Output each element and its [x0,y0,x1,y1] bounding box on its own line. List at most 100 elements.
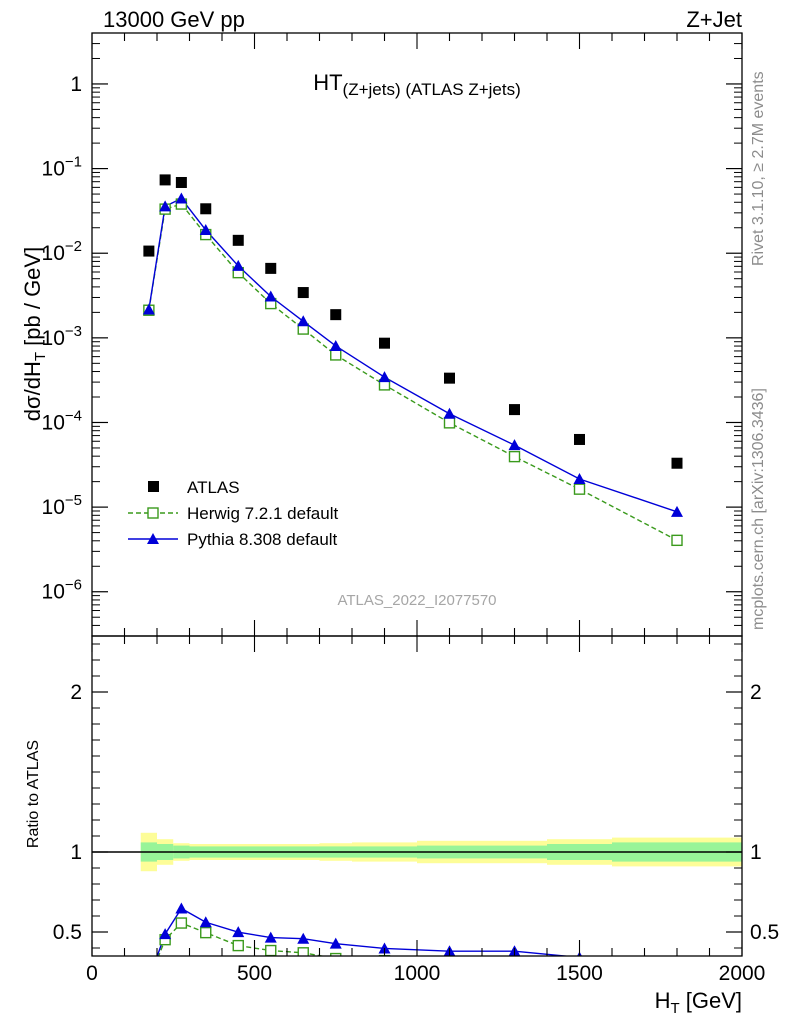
main-ytick-label: 10−2 [42,238,82,265]
ratio-pythia-point [297,932,310,944]
ratio-xtick-label: 1000 [394,962,441,985]
ratio-herwig-point [445,960,455,970]
ratio-herwig-point [175,917,188,929]
legend-marker-pythia [147,533,159,544]
main-ytick-label: 10−5 [42,492,82,519]
herwig-point [573,483,586,495]
main-data [142,174,683,547]
main-ytick-exp: −6 [65,577,82,594]
ratio-xtick-label: 1500 [556,962,603,985]
atlas-point [671,457,683,469]
atlas-point [175,176,187,188]
legend: ATLAS Herwig 7.2.1 default Pythia 8.308 … [128,478,338,549]
main-ylabel-text: dσ/dH [20,361,45,421]
main-ytick-label: 10−1 [42,154,82,181]
pythia-point [443,407,456,419]
main-title-text: HT [313,70,342,95]
atlas-point [159,174,171,186]
pythia-point [329,339,342,351]
pythia-point [159,200,172,212]
pythia-point [508,439,521,451]
herwig-point [443,417,456,429]
legend-label-atlas: ATLAS [187,478,240,497]
main-ytick-label: 1 [70,73,82,96]
ratio-herwig-point [297,947,309,956]
ratio-pythia-point [264,931,277,943]
ratio-xlabel: HT [GeV] [655,988,742,1017]
pythia-point [142,303,155,315]
atlas-point [265,262,277,274]
herwig-point [508,450,521,463]
pythia-point [264,290,277,302]
ratio-ytick-label: 2 [70,681,82,704]
main-ytick-base: 10 [42,411,65,434]
main-ylabel-unit: [pb / GeV] [20,247,45,352]
main-ytick-base: 10 [42,581,65,604]
atlas-point [379,337,390,349]
main-ylabel-sub: T [32,352,49,361]
ratio-ytick-label-right: 1 [750,841,762,864]
ratio-pythia-point [143,973,155,984]
main-title-sub: (Z+jets) (ATLAS Z+jets) [343,80,521,99]
legend-label-pythia: Pythia 8.308 default [187,530,338,549]
ratio-herwig-point [378,954,391,956]
pythia-point [297,315,310,327]
pythia-point [573,472,586,484]
pythia-point [199,224,212,236]
ratio-pythia-point [175,902,188,914]
pythia-point [378,371,391,383]
ratio-pythia-point [671,963,683,974]
ratio-xtick-label: 2000 [719,962,766,985]
main-title: HT(Z+jets) (ATLAS Z+jets) [313,70,521,99]
main-ytick-exp: −3 [65,323,82,340]
atlas-point [509,404,520,416]
ratio-ticks: 0.5 0.5 1 1 2 2 0 500 1000 1500 2000 [53,636,779,985]
main-ytick-label: 10−3 [42,323,82,350]
main-panel: HT(Z+jets) (ATLAS Z+jets) ATLAS_2022_I20… [20,32,743,637]
ratio-xlabel-text: H [655,988,671,1013]
ratio-herwig-point [330,952,342,956]
ratio-pythia-point [378,942,391,954]
header-left: 13000 GeV pp [103,7,245,32]
ratio-herwig-point [232,939,244,952]
ratio-ylabel: Ratio to ATLAS [25,740,42,848]
atlas-point [143,245,155,257]
ratio-bands [92,832,742,872]
atlas-point [330,309,342,321]
main-ytick-exp: −5 [65,492,82,509]
main-ticks: 10−610−510−410−310−210−11 [42,32,743,637]
herwig-point [671,534,683,547]
ratio-herwig-point [144,975,154,985]
ratio-herwig-point [200,926,212,939]
ratio-xtick-label: 500 [237,962,272,985]
main-ytick-exp: −1 [65,154,82,171]
ratio-pythia-point [199,916,212,928]
atlas-point [232,234,244,246]
ratio-frame [91,635,743,957]
ratio-herwig-point [510,963,520,973]
atlas-point [297,287,309,299]
pythia-point [175,192,188,204]
rivet-label: Rivet 3.1.10, ≥ 2.7M events [750,71,767,266]
main-ytick-base: 10 [42,158,65,181]
main-ytick-label: 10−6 [42,577,82,604]
ratio-panel: 0.5 0.5 1 1 2 2 0 500 1000 1500 2000 Ratio to ATLA… [25,635,779,1017]
main-ytick-exp: −2 [65,238,82,255]
mcplots-label: mcplots.cern.ch [arXiv:1306.3436] [750,388,767,630]
ratio-ytick-label-right: 2 [750,681,762,704]
ratio-xtick-label: 0 [86,962,98,985]
ratio-ytick-label-right: 0.5 [750,921,779,944]
pythia-line [148,197,678,513]
pythia-point [671,505,683,517]
atlas-point [444,372,455,384]
ratio-ytick-label: 0.5 [53,921,82,944]
ratio-herwig-point [265,944,277,956]
ratio-pythia-point [232,926,245,938]
main-ytick-label: 10−4 [42,407,82,434]
ratio-xlabel-sub: T [670,1000,679,1017]
main-ylabel: dσ/dHT [pb / GeV] [20,247,49,421]
legend-marker-atlas [148,481,159,492]
main-ytick-exp: −4 [65,407,82,424]
main-ytick-base: 10 [42,496,65,519]
legend-label-herwig: Herwig 7.2.1 default [187,504,338,523]
